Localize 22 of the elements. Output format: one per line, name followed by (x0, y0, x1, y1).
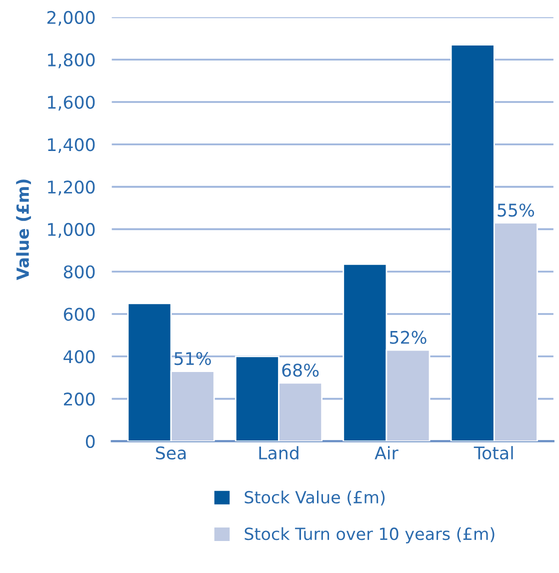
y-tick-label: 400 (64, 350, 95, 364)
y-tick-label: 1,600 (48, 96, 95, 111)
y-tick-label: 2,000 (47, 10, 95, 26)
legend-label: Stock Value (£m) (244, 490, 385, 506)
annotation: 55% (498, 204, 534, 217)
x-tick-label: Total (474, 446, 513, 460)
x-tick-label: Land (259, 446, 298, 460)
legend-label: Stock Turn over 10 years (£m) (244, 527, 494, 544)
x-tick-label: Air (374, 446, 398, 460)
y-tick-label: 1,800 (48, 53, 95, 68)
annotation: 51% (174, 352, 211, 366)
x-tick-label: Sea (156, 446, 186, 460)
annotation: 68% (282, 364, 319, 377)
y-tick-label: 0 (86, 434, 95, 448)
y-tick-label: 1,400 (48, 138, 95, 154)
y-tick-label: 800 (64, 265, 95, 278)
y-tick-label: 200 (64, 392, 95, 406)
y-tick-label: 1,200 (48, 180, 95, 196)
y-axis-title: Value (£m) (16, 180, 31, 280)
annotation: 52% (390, 330, 426, 344)
y-tick-label: 600 (64, 308, 95, 321)
y-tick-label: 1,000 (48, 222, 95, 238)
